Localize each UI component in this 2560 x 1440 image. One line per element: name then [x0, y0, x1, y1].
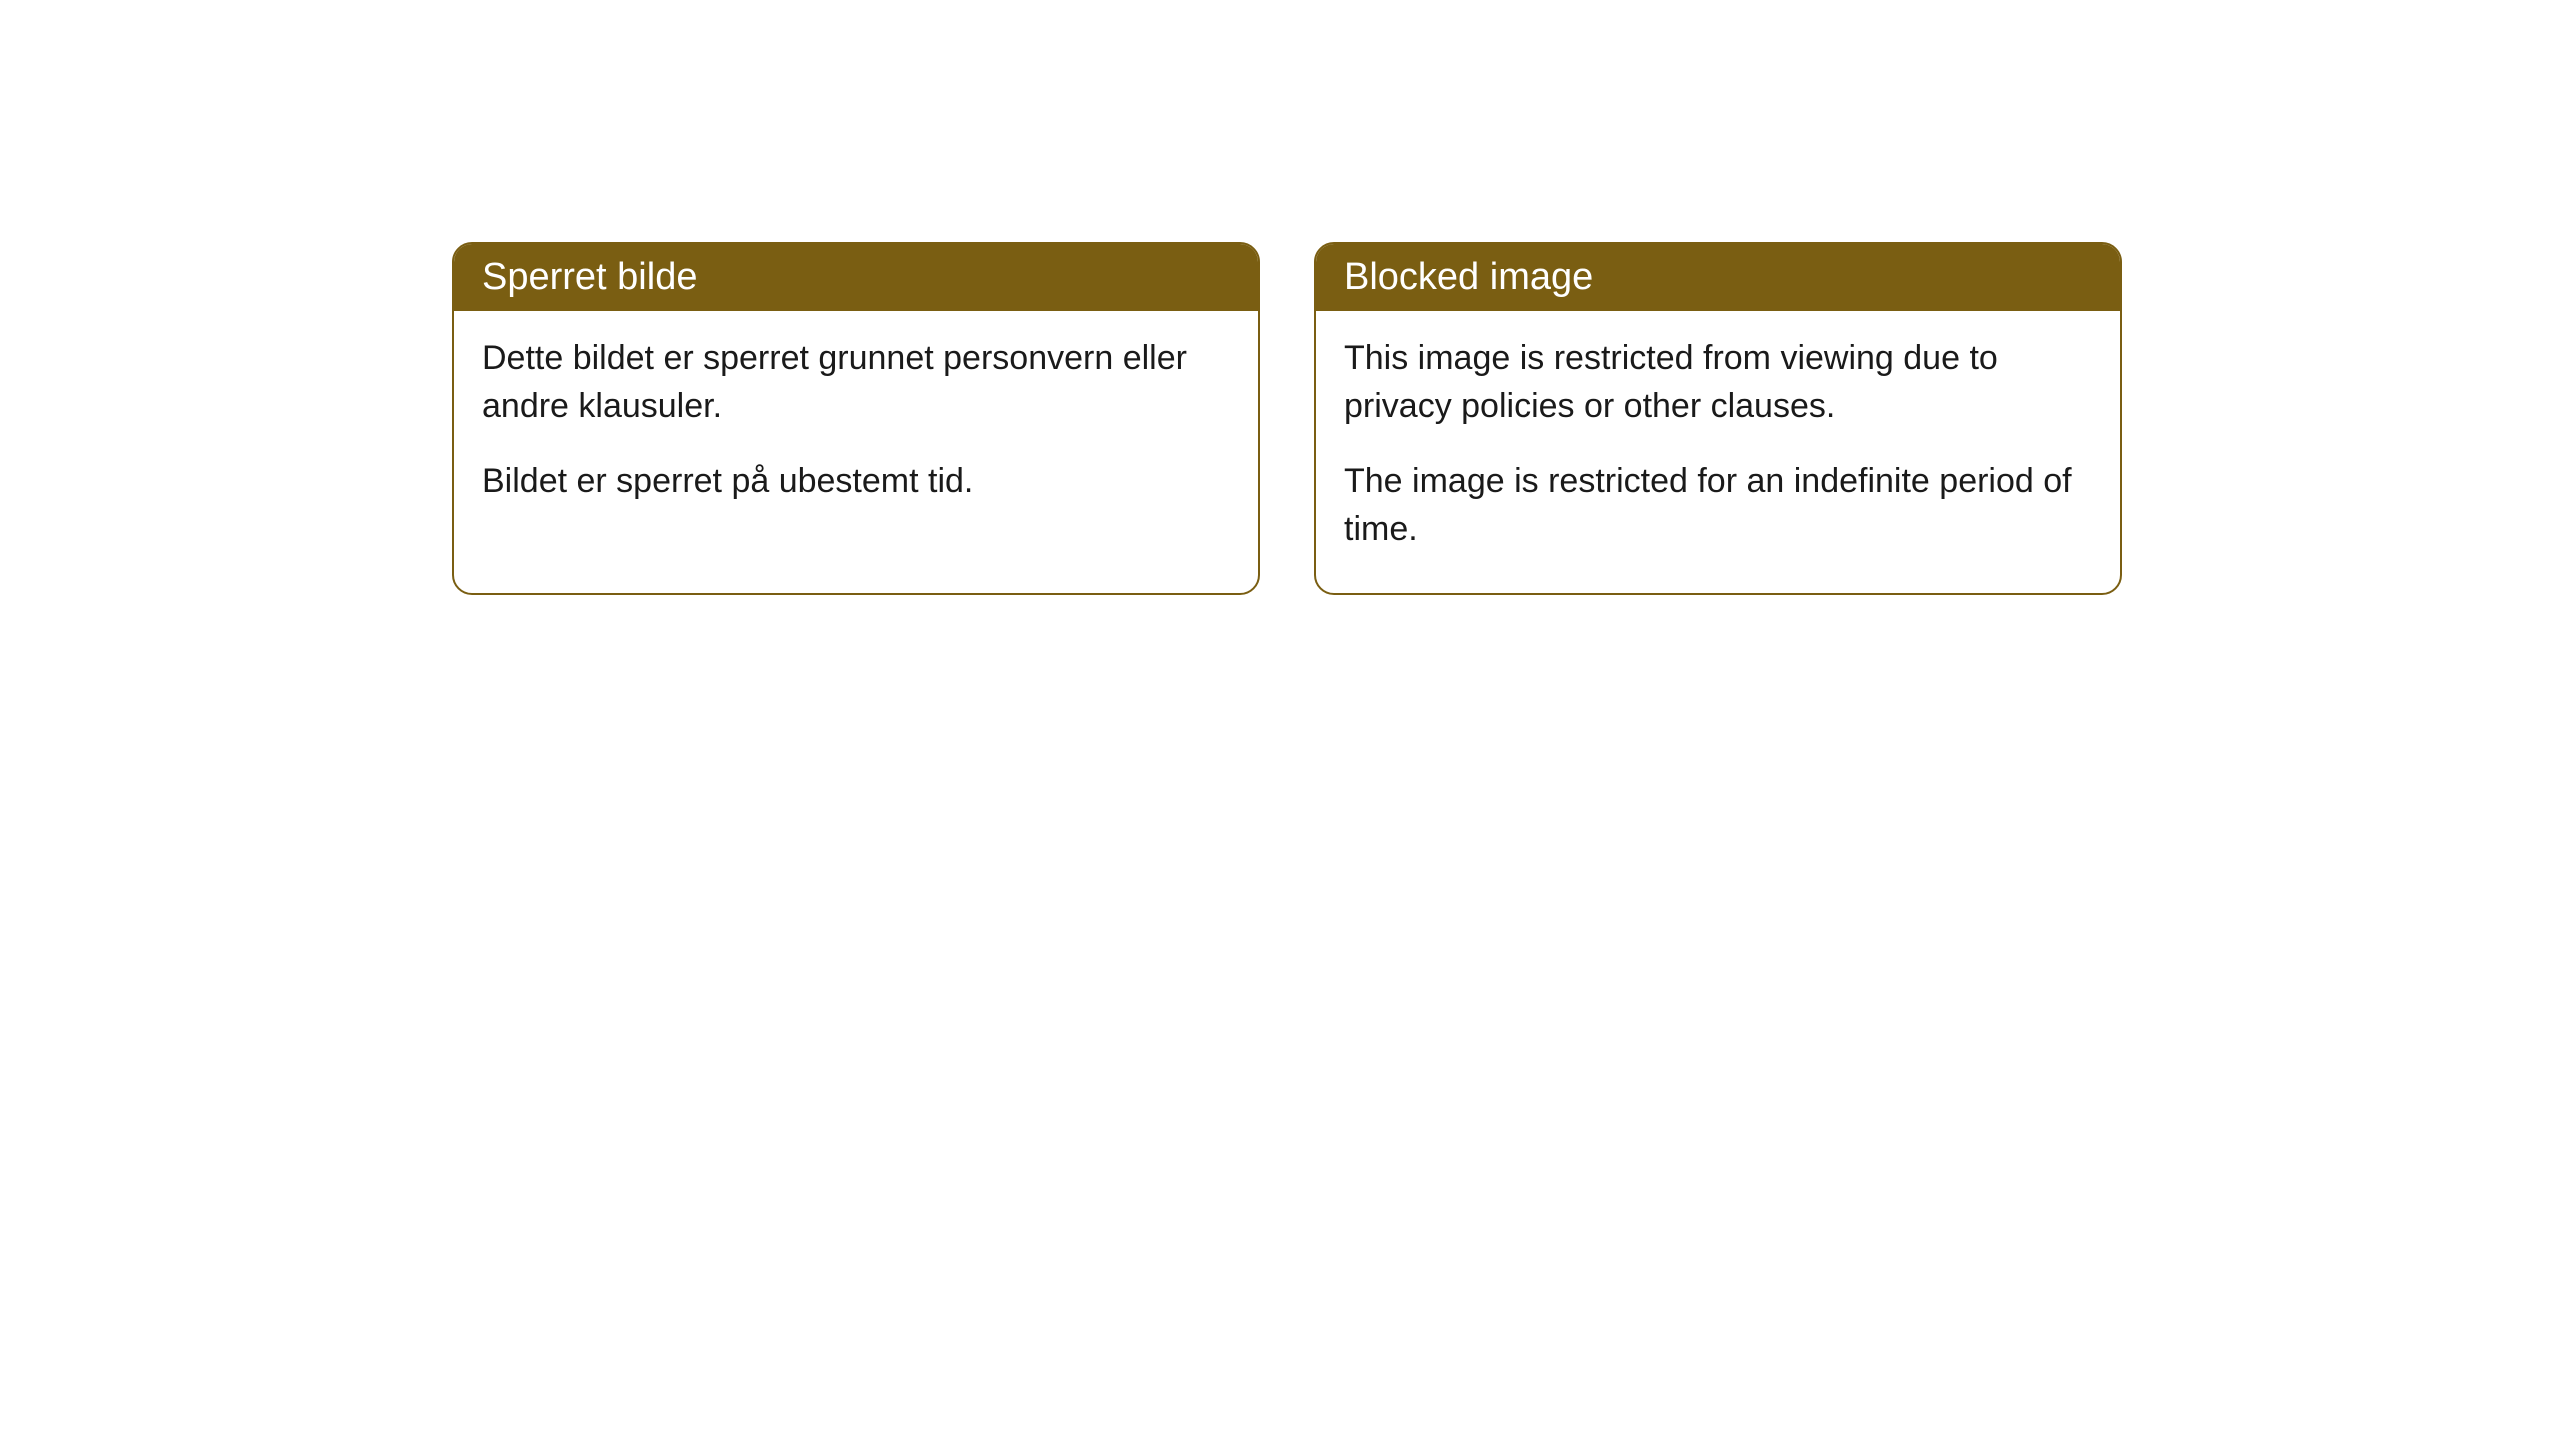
card-header-english: Blocked image	[1316, 244, 2120, 311]
card-title: Sperret bilde	[482, 256, 697, 298]
card-header-norwegian: Sperret bilde	[454, 244, 1258, 311]
notice-card-norwegian: Sperret bilde Dette bildet er sperret gr…	[452, 242, 1260, 595]
card-paragraph: This image is restricted from viewing du…	[1344, 335, 2092, 430]
card-body-norwegian: Dette bildet er sperret grunnet personve…	[454, 311, 1258, 546]
notice-card-english: Blocked image This image is restricted f…	[1314, 242, 2122, 595]
card-paragraph: Dette bildet er sperret grunnet personve…	[482, 335, 1230, 430]
card-paragraph: Bildet er sperret på ubestemt tid.	[482, 458, 1230, 506]
card-body-english: This image is restricted from viewing du…	[1316, 311, 2120, 593]
card-title: Blocked image	[1344, 256, 1593, 298]
card-paragraph: The image is restricted for an indefinit…	[1344, 458, 2092, 553]
notice-container: Sperret bilde Dette bildet er sperret gr…	[452, 242, 2122, 595]
